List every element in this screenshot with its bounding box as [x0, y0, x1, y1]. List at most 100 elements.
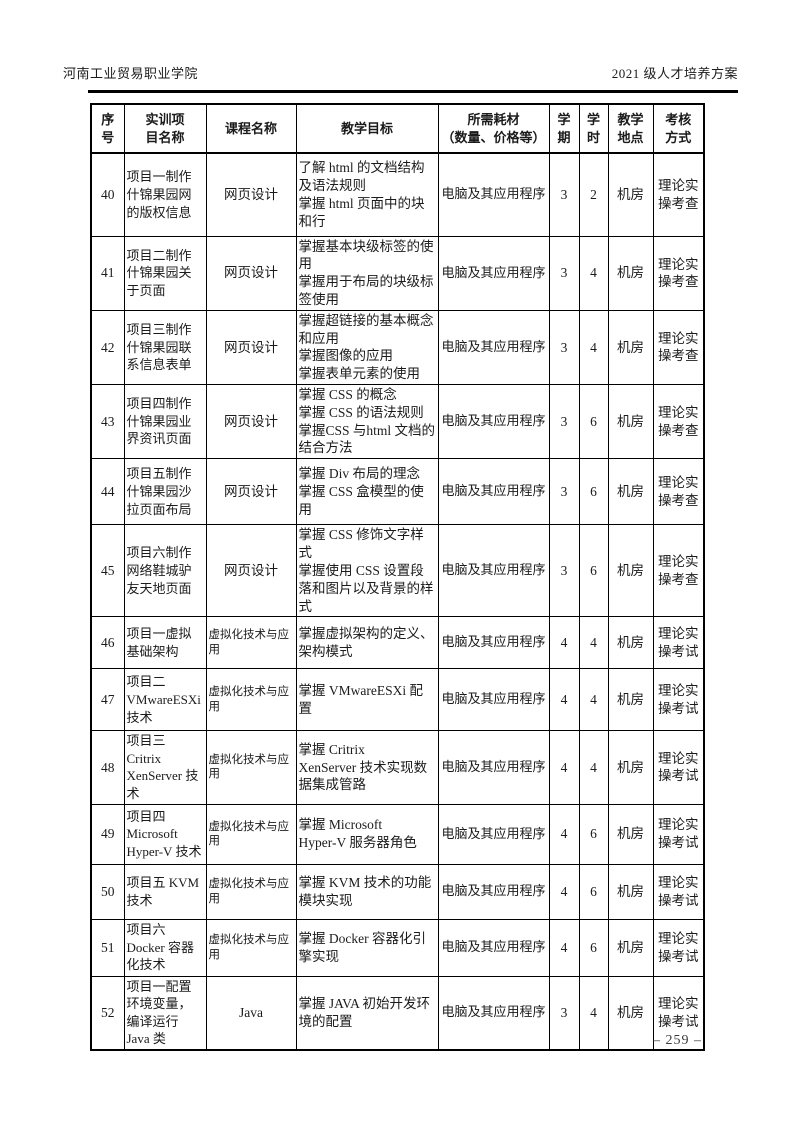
- cell-assessment: 理论实操考试: [652, 803, 705, 865]
- cell-assessment: 理论实操考查: [652, 309, 705, 386]
- table-row: 47 项目二 VMwareESXi 技术 虚拟化技术与应用 掌握 VMwareE…: [90, 668, 705, 732]
- cell-hours: 6: [578, 918, 609, 977]
- cell-project: 项目三 Critrix XenServer 技术: [123, 730, 207, 805]
- cell-semester: 4: [548, 918, 580, 977]
- table-row: 44 项目五制作什锦果园沙拉页面布局 网页设计 掌握 Div 布局的理念 掌握 …: [90, 458, 705, 526]
- cell-project: 项目一配置环境变量，编译运行 Java 类: [123, 975, 207, 1051]
- cell-no: 46: [90, 616, 125, 670]
- cell-objectives: 掌握 Docker 容器化引擎实现: [295, 918, 439, 977]
- cell-objectives: 了解 html 的文档结构及语法规则 掌握 html 页面中的块和行: [295, 152, 439, 237]
- cell-semester: 4: [548, 803, 580, 865]
- cell-assessment: 理论实操考试: [652, 863, 705, 920]
- cell-course: 虚拟化技术与应用: [205, 730, 297, 805]
- cell-hours: 6: [578, 803, 609, 865]
- cell-location: 机房: [607, 803, 654, 865]
- cell-hours: 4: [578, 975, 609, 1051]
- cell-project: 项目五制作什锦果园沙拉页面布局: [123, 458, 207, 526]
- cell-hours: 6: [578, 863, 609, 920]
- cell-no: 40: [90, 152, 125, 237]
- table-row: 52 项目一配置环境变量，编译运行 Java 类 Java 掌握 JAVA 初始…: [90, 975, 705, 1051]
- cell-location: 机房: [607, 668, 654, 732]
- cell-materials: 电脑及其应用程序: [437, 730, 550, 805]
- col-header-materials: 所需耗材 （数量、价格等）: [437, 103, 550, 154]
- cell-course: 虚拟化技术与应用: [205, 918, 297, 977]
- cell-semester: 4: [548, 730, 580, 805]
- col-header-no: 序 号: [90, 103, 125, 154]
- table-row: 45 项目六制作网络鞋城驴友天地页面 网页设计 掌握 CSS 修饰文字样式 掌握…: [90, 524, 705, 618]
- page-number: – 259 –: [653, 1033, 702, 1048]
- cell-location: 机房: [607, 616, 654, 670]
- cell-no: 43: [90, 383, 125, 460]
- cell-no: 44: [90, 458, 125, 526]
- cell-project: 项目二制作什锦果园关于页面: [123, 235, 207, 311]
- cell-project: 项目六制作网络鞋城驴友天地页面: [123, 524, 207, 618]
- col-header-semester: 学 期: [548, 103, 580, 154]
- cell-objectives: 掌握 Microsoft Hyper-V 服务器角色: [295, 803, 439, 865]
- cell-location: 机房: [607, 863, 654, 920]
- cell-hours: 6: [578, 458, 609, 526]
- cell-no: 51: [90, 918, 125, 977]
- cell-no: 47: [90, 668, 125, 732]
- cell-materials: 电脑及其应用程序: [437, 975, 550, 1051]
- cell-assessment: 理论实操考查: [652, 458, 705, 526]
- cell-location: 机房: [607, 152, 654, 237]
- cell-materials: 电脑及其应用程序: [437, 152, 550, 237]
- header-divider-rule: [88, 90, 738, 93]
- cell-location: 机房: [607, 730, 654, 805]
- cell-objectives: 掌握 KVM 技术的功能模块实现: [295, 863, 439, 920]
- cell-hours: 6: [578, 524, 609, 618]
- cell-objectives: 掌握 VMwareESXi 配置: [295, 668, 439, 732]
- table-row: 46 项目一虚拟基础架构 虚拟化技术与应用 掌握虚拟架构的定义、架构模式 电脑及…: [90, 616, 705, 670]
- cell-course: 网页设计: [205, 235, 297, 311]
- cell-assessment: 理论实操考试: [652, 918, 705, 977]
- table-header-row: 序 号 实训项 目名称 课程名称 教学目标 所需耗材 （数量、价格等） 学 期 …: [90, 103, 705, 154]
- training-projects-table: 序 号 实训项 目名称 课程名称 教学目标 所需耗材 （数量、价格等） 学 期 …: [90, 103, 705, 1051]
- cell-hours: 4: [578, 730, 609, 805]
- cell-semester: 3: [548, 152, 580, 237]
- cell-materials: 电脑及其应用程序: [437, 458, 550, 526]
- cell-semester: 3: [548, 458, 580, 526]
- cell-project: 项目三制作什锦果园联系信息表单: [123, 309, 207, 386]
- cell-course: 虚拟化技术与应用: [205, 668, 297, 732]
- cell-course: 网页设计: [205, 309, 297, 386]
- table-row: 40 项目一制作什锦果园网的版权信息 网页设计 了解 html 的文档结构及语法…: [90, 152, 705, 237]
- cell-course: 网页设计: [205, 458, 297, 526]
- cell-location: 机房: [607, 975, 654, 1051]
- cell-no: 49: [90, 803, 125, 865]
- cell-hours: 2: [578, 152, 609, 237]
- cell-objectives: 掌握虚拟架构的定义、架构模式: [295, 616, 439, 670]
- cell-objectives: 掌握 Div 布局的理念 掌握 CSS 盒模型的使用: [295, 458, 439, 526]
- table-row: 41 项目二制作什锦果园关于页面 网页设计 掌握基本块级标签的使用 掌握用于布局…: [90, 235, 705, 311]
- cell-project: 项目二 VMwareESXi 技术: [123, 668, 207, 732]
- cell-objectives: 掌握 CSS 的概念 掌握 CSS 的语法规则 掌握CSS 与html 文档的结…: [295, 383, 439, 460]
- cell-location: 机房: [607, 235, 654, 311]
- cell-materials: 电脑及其应用程序: [437, 383, 550, 460]
- table-row: 42 项目三制作什锦果园联系信息表单 网页设计 掌握超链接的基本概念和应用 掌握…: [90, 309, 705, 386]
- cell-course: 虚拟化技术与应用: [205, 616, 297, 670]
- col-header-hours: 学 时: [578, 103, 609, 154]
- cell-semester: 3: [548, 975, 580, 1051]
- cell-semester: 3: [548, 383, 580, 460]
- table-row: 50 项目五 KVM 技术 虚拟化技术与应用 掌握 KVM 技术的功能模块实现 …: [90, 863, 705, 920]
- cell-materials: 电脑及其应用程序: [437, 668, 550, 732]
- cell-semester: 4: [548, 863, 580, 920]
- cell-no: 41: [90, 235, 125, 311]
- cell-assessment: 理论实操考查: [652, 524, 705, 618]
- cell-materials: 电脑及其应用程序: [437, 616, 550, 670]
- cell-project: 项目一虚拟基础架构: [123, 616, 207, 670]
- cell-location: 机房: [607, 524, 654, 618]
- cell-objectives: 掌握 CSS 修饰文字样式 掌握使用 CSS 设置段落和图片以及背景的样式: [295, 524, 439, 618]
- document-header-school: 河南工业贸易职业学院: [63, 66, 199, 81]
- cell-no: 48: [90, 730, 125, 805]
- cell-materials: 电脑及其应用程序: [437, 309, 550, 386]
- cell-assessment: 理论实操考试: [652, 616, 705, 670]
- cell-objectives: 掌握基本块级标签的使用 掌握用于布局的块级标签使用: [295, 235, 439, 311]
- cell-project: 项目五 KVM 技术: [123, 863, 207, 920]
- document-header-program: 2021 级人才培养方案: [611, 66, 738, 81]
- table-row: 48 项目三 Critrix XenServer 技术 虚拟化技术与应用 掌握 …: [90, 730, 705, 805]
- col-header-location: 教学 地点: [607, 103, 654, 154]
- cell-no: 45: [90, 524, 125, 618]
- cell-location: 机房: [607, 918, 654, 977]
- col-header-project: 实训项 目名称: [123, 103, 207, 154]
